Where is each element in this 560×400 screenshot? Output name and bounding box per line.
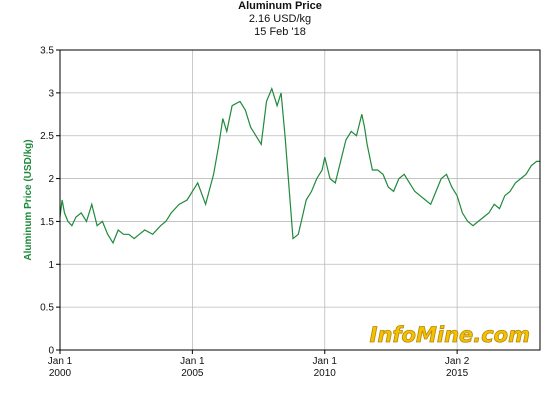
x-tick-label-year: 2000 xyxy=(49,368,72,379)
y-tick-label: 2.5 xyxy=(40,131,54,142)
y-tick-label: 0 xyxy=(48,346,54,357)
grid-lines xyxy=(59,50,540,350)
x-tick-label-date: Jan 1 xyxy=(313,356,338,367)
date-readout: 15 Feb '18 xyxy=(254,26,306,38)
price-series-line xyxy=(59,86,540,245)
y-tick-label: 1 xyxy=(48,260,54,271)
x-tick-label-date: Jan 1 xyxy=(180,356,205,367)
chart-title: Aluminum Price xyxy=(238,0,322,12)
x-tick-label-date: Jan 2 xyxy=(445,356,470,367)
y-axis-ticks: 0 0.5 1 1.5 2 2.5 3 3.5 xyxy=(40,46,60,357)
y-tick-label: 0.5 xyxy=(40,303,54,314)
y-tick-label: 1.5 xyxy=(40,217,54,228)
y-tick-label: 2 xyxy=(48,174,54,185)
plot-frame xyxy=(59,49,541,351)
y-axis-label: Aluminum Price (USD/kg) xyxy=(23,139,34,260)
x-tick-label-year: 2005 xyxy=(181,368,204,379)
infomine-watermark: InfoMine.com xyxy=(370,323,530,347)
x-tick-label-year: 2015 xyxy=(446,368,469,379)
x-tick-label-date: Jan 1 xyxy=(48,356,73,367)
chart-header: Aluminum Price 2.16 USD/kg 15 Feb '18 xyxy=(0,0,560,39)
x-tick-label-year: 2010 xyxy=(314,368,337,379)
price-readout: 2.16 USD/kg xyxy=(248,13,312,25)
y-tick-label: 3.5 xyxy=(40,46,54,57)
y-tick-label: 3 xyxy=(48,88,54,99)
